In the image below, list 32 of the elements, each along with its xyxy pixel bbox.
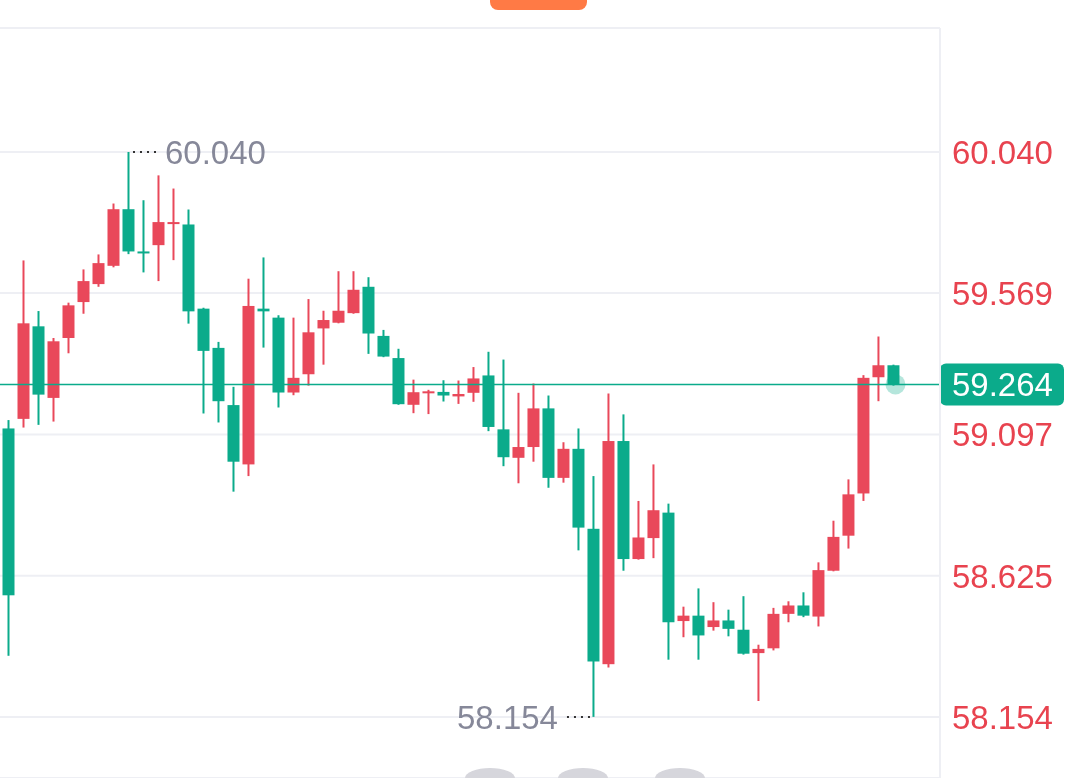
y-tick-label: 60.040	[952, 133, 1053, 171]
candlestick	[872, 335, 885, 403]
ref-line-label: 59.264	[952, 365, 1053, 403]
candlestick	[752, 643, 765, 703]
y-tick-label: 59.569	[952, 274, 1053, 312]
candlestick	[167, 187, 180, 262]
candlestick	[677, 605, 690, 639]
candlestick	[737, 595, 750, 656]
y-tick-label: 58.625	[952, 557, 1053, 595]
candlestick	[377, 328, 390, 359]
candlestick	[707, 601, 720, 632]
candlestick	[422, 388, 435, 416]
candlestick	[317, 309, 330, 366]
candlestick	[782, 600, 795, 624]
candlestick	[692, 587, 705, 661]
candlestick	[632, 499, 645, 561]
candlestick	[77, 268, 90, 315]
candlestick	[722, 608, 735, 638]
candlestick	[347, 270, 360, 315]
candlestick	[152, 174, 165, 283]
candlestick	[512, 391, 525, 485]
candlestick	[92, 253, 105, 288]
candlestick	[137, 199, 150, 274]
y-tick-label: 58.154	[952, 698, 1053, 736]
y-tick-label: 59.097	[952, 415, 1053, 453]
candlestick	[287, 316, 300, 397]
candlestick	[332, 270, 345, 325]
annotation: 58.154	[457, 698, 558, 736]
candlestick	[467, 366, 480, 403]
candlestick	[407, 378, 420, 415]
annotation: 60.040	[164, 133, 266, 171]
candlestick	[797, 591, 810, 619]
